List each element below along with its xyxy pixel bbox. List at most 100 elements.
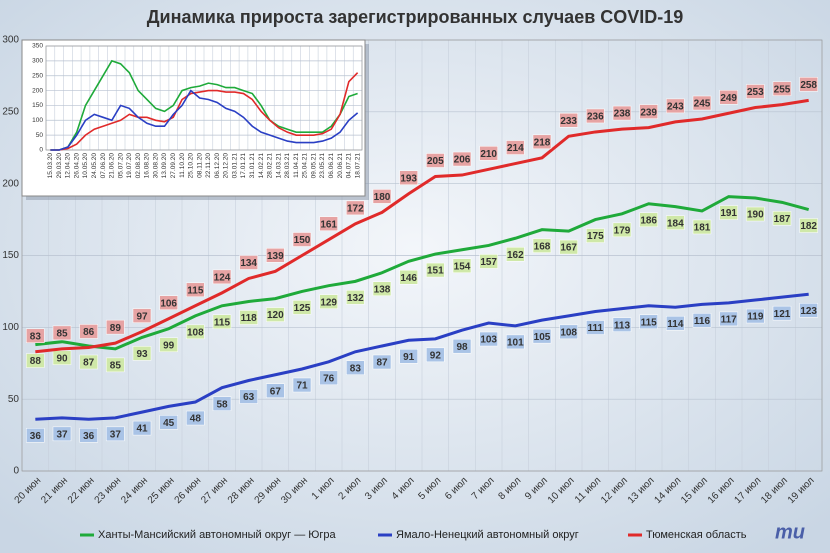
x-tick-label: 20.06.21 bbox=[337, 153, 344, 179]
data-label: 167 bbox=[560, 243, 577, 254]
x-tick-label: 26.04.20 bbox=[73, 153, 80, 179]
x-tick-label: 17.01.21 bbox=[240, 153, 247, 179]
x-tick-label: 09.05.21 bbox=[310, 153, 317, 179]
data-label: 180 bbox=[374, 192, 391, 203]
data-label: 85 bbox=[56, 329, 68, 340]
data-label-box bbox=[319, 294, 338, 309]
y-tick-label: 250 bbox=[2, 106, 19, 117]
data-label-box bbox=[799, 218, 818, 233]
data-label: 106 bbox=[160, 298, 177, 309]
data-label-box bbox=[586, 320, 605, 335]
data-label: 71 bbox=[296, 381, 308, 392]
data-label: 90 bbox=[56, 353, 68, 364]
x-tick-label: 31.01.21 bbox=[249, 153, 256, 179]
data-label-box bbox=[746, 206, 765, 222]
data-label-box bbox=[52, 350, 72, 365]
y-tick-label: 200 bbox=[32, 87, 43, 94]
data-label: 146 bbox=[400, 273, 417, 284]
x-tick-label: 11.10.20 bbox=[179, 153, 186, 178]
data-label-box bbox=[426, 153, 445, 168]
data-label-box bbox=[452, 151, 472, 167]
data-label: 233 bbox=[560, 116, 577, 127]
x-tick-label: 14.02.21 bbox=[258, 153, 265, 179]
x-tick-label: 06.12.20 bbox=[214, 153, 221, 179]
y-tick-label: 150 bbox=[32, 102, 43, 109]
data-label-box bbox=[346, 200, 365, 216]
data-label-box bbox=[719, 90, 738, 105]
data-label: 218 bbox=[534, 137, 551, 148]
data-label: 179 bbox=[614, 225, 631, 236]
data-label-box bbox=[52, 325, 72, 341]
data-label-box bbox=[186, 282, 205, 298]
data-label: 97 bbox=[136, 311, 148, 322]
data-label: 150 bbox=[294, 235, 311, 246]
series-line bbox=[50, 89, 359, 151]
data-label: 115 bbox=[214, 317, 231, 328]
data-label-box bbox=[426, 262, 445, 278]
data-label-box bbox=[666, 315, 685, 331]
data-label-box bbox=[26, 328, 45, 344]
y-tick-label: 50 bbox=[8, 394, 20, 405]
data-label-box bbox=[532, 134, 552, 150]
data-label: 41 bbox=[136, 424, 148, 435]
data-label-box bbox=[506, 140, 525, 155]
data-label-box bbox=[186, 324, 205, 340]
data-label: 121 bbox=[774, 309, 791, 320]
data-label: 214 bbox=[507, 143, 524, 154]
data-label: 138 bbox=[374, 284, 391, 295]
data-label: 91 bbox=[403, 352, 415, 363]
data-label: 118 bbox=[241, 313, 258, 324]
data-label-box bbox=[372, 281, 392, 296]
x-tick-label: 18.07.21 bbox=[354, 153, 361, 179]
data-label: 37 bbox=[56, 429, 68, 440]
x-tick-label: 08.11.20 bbox=[196, 153, 203, 178]
x-tick-label: 30.08.20 bbox=[152, 153, 159, 179]
x-tick-label: 24.05.20 bbox=[91, 153, 98, 179]
x-tick-label: 11.04.21 bbox=[293, 153, 300, 178]
data-label-box bbox=[692, 219, 712, 235]
data-label: 191 bbox=[720, 208, 737, 219]
data-label: 37 bbox=[110, 429, 122, 440]
series-line bbox=[35, 98, 809, 354]
data-label-box bbox=[479, 331, 498, 347]
data-label-box bbox=[452, 258, 472, 274]
data-label: 206 bbox=[454, 155, 471, 166]
data-label-box bbox=[292, 377, 312, 393]
data-label-box bbox=[479, 146, 498, 161]
data-label: 48 bbox=[190, 414, 202, 425]
inset-background bbox=[21, 39, 366, 197]
x-tick-label: 03.01.21 bbox=[231, 153, 238, 179]
legend-label: Тюменская область bbox=[646, 529, 747, 541]
y-tick-label: 50 bbox=[36, 132, 44, 139]
plot-border bbox=[45, 45, 363, 151]
data-label-box bbox=[106, 357, 125, 373]
data-label: 115 bbox=[187, 285, 204, 296]
data-label-box bbox=[639, 314, 658, 330]
data-label: 83 bbox=[30, 331, 42, 342]
y-tick-label: 0 bbox=[13, 466, 19, 477]
data-label-box bbox=[26, 428, 45, 443]
data-label-box bbox=[159, 295, 178, 310]
data-label: 36 bbox=[83, 431, 95, 442]
data-label-box bbox=[772, 81, 792, 96]
y-tick-label: 350 bbox=[32, 43, 43, 50]
legend-label: Ханты-Мансийский автономный округ — Югра bbox=[98, 529, 337, 541]
data-label: 120 bbox=[267, 310, 284, 321]
x-tick-label: 27.09.20 bbox=[170, 153, 177, 179]
x-tick-label: 15.03.20 bbox=[47, 153, 54, 179]
data-label-box bbox=[346, 360, 365, 376]
x-tick-label: 19.07.20 bbox=[126, 153, 133, 179]
x-tick-label: 13.09.20 bbox=[161, 153, 168, 179]
data-label: 168 bbox=[534, 241, 551, 252]
data-label: 86 bbox=[83, 327, 95, 338]
data-label-box bbox=[399, 269, 418, 285]
data-label: 58 bbox=[216, 399, 228, 410]
data-label: 67 bbox=[270, 386, 282, 397]
data-label-box bbox=[799, 303, 818, 318]
data-label: 239 bbox=[640, 107, 657, 118]
data-label: 190 bbox=[747, 210, 764, 221]
y-tick-label: 300 bbox=[2, 35, 19, 46]
data-label-box bbox=[772, 211, 792, 226]
data-label-box bbox=[506, 334, 525, 350]
data-label-box bbox=[26, 353, 45, 368]
